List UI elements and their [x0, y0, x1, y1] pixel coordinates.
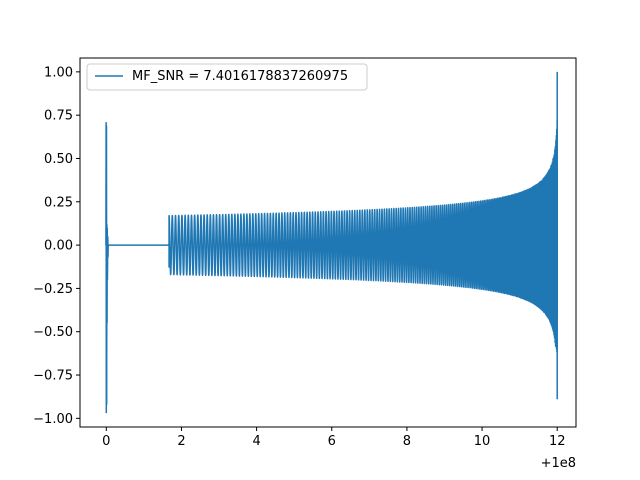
y-tick-label: −0.75 [33, 369, 73, 384]
x-tick-label: 6 [328, 434, 336, 449]
y-tick-label: −0.50 [33, 325, 73, 340]
legend-box [86, 63, 368, 91]
data-layer [105, 71, 558, 414]
x-tick-label: 4 [252, 434, 260, 449]
x-tick-label: 10 [474, 434, 491, 449]
x-tick-label: 12 [549, 434, 566, 449]
y-tick-label: 0.25 [44, 195, 73, 210]
series-chirp [168, 120, 558, 353]
y-tick-label: −1.00 [33, 412, 73, 427]
y-tick-label: −0.25 [33, 282, 73, 297]
plot-frame [79, 57, 577, 428]
x-offset-label: +1e8 [541, 456, 576, 471]
legend-label: MF_SNR = 7.4016178837260975 [132, 69, 348, 84]
axis-ticks: 0 2 4 6 8 10 12 −1.00 −0.75 −0.50 −0.25 0.00 0.25 0.5… [33, 65, 565, 449]
y-tick-label: 0.50 [44, 152, 73, 167]
y-tick-label: 0.00 [44, 239, 73, 254]
y-tick-label: 0.75 [44, 109, 73, 124]
x-tick-label: 8 [403, 434, 411, 449]
legend: MF_SNR = 7.4016178837260975 [86, 63, 368, 91]
y-tick-label: 1.00 [44, 65, 73, 80]
x-tick-label: 0 [102, 434, 110, 449]
series-burst [105, 122, 109, 414]
x-tick-label: 2 [177, 434, 185, 449]
